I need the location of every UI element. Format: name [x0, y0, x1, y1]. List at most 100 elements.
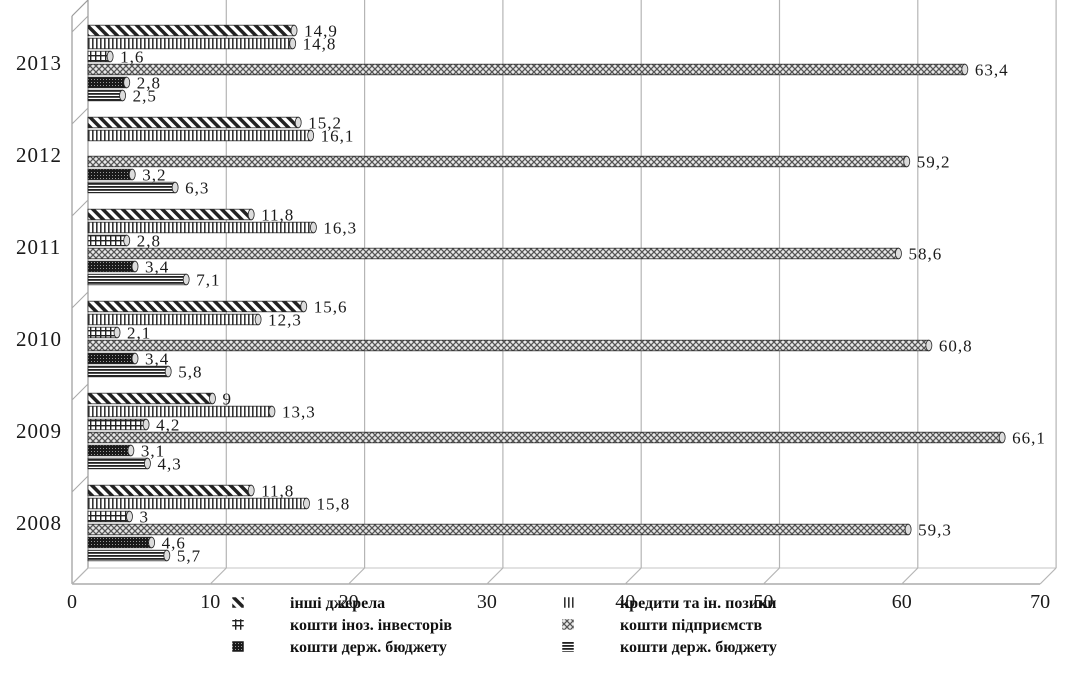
category-separator [71, 199, 89, 217]
value-label-s_budget_b-2013: 2,8 [137, 74, 161, 93]
left-wall-top [71, 0, 89, 17]
x-tick-label: 30 [477, 591, 497, 613]
legend-label-s_enterprises: кошти підприємств [620, 617, 762, 634]
value-label-s_foreign-2010: 2,1 [127, 324, 151, 343]
value-label-s_enterprises-2011: 58,6 [908, 245, 942, 264]
category-labels: 2008 2009 2010 2011 2012 2013 [16, 51, 62, 535]
value-label-s_other-2011: 11,8 [261, 206, 294, 225]
bar-cap-s_enterprises-2011 [895, 247, 902, 260]
category-label-2011: 2011 [16, 235, 61, 259]
value-label-s_budget_a-2012: 6,3 [185, 179, 209, 198]
bar-cap-s_enterprises-2012 [903, 155, 911, 168]
bar-s_foreign-2011 [87, 234, 128, 247]
bars [87, 24, 1006, 562]
bar-s_budget_a-2009 [87, 457, 148, 470]
category-label-2013: 2013 [16, 51, 62, 75]
bar-cap-s_credits-2013 [289, 37, 297, 50]
bar-s_budget_b-2013 [87, 76, 128, 89]
value-label-s_enterprises-2010: 60,8 [939, 337, 973, 356]
value-label-s_other-2013: 14,9 [304, 22, 338, 41]
bar-cap-s_other-2012 [294, 116, 302, 129]
bar-cap-s_budget_a-2012 [171, 181, 179, 194]
value-label-s_other-2009: 9 [222, 390, 232, 409]
bar-cap-s_credits-2011 [310, 221, 317, 234]
floor-gridline [1039, 567, 1057, 585]
category-label-2010: 2010 [16, 327, 62, 351]
floor-gridline [209, 567, 227, 585]
floor-gridline [763, 567, 780, 585]
bar-cap-s_budget_b-2009 [127, 444, 135, 457]
value-label-s_enterprises-2009: 66,1 [1012, 429, 1046, 448]
bar-cap-s_enterprises-2009 [998, 431, 1006, 444]
bar-cap-s_foreign-2013 [106, 50, 114, 63]
floor-gridline [624, 567, 642, 585]
legend-swatch-s_budget_b [231, 640, 245, 653]
value-label-s_budget_a-2011: 7,1 [196, 271, 220, 290]
value-label-s_budget_b-2009: 3,1 [141, 442, 165, 461]
category-separator [71, 291, 89, 309]
bar-cap-s_other-2013 [290, 24, 298, 37]
bar-s_budget_b-2010 [87, 352, 136, 365]
value-label-s_enterprises-2013: 63,4 [975, 61, 1009, 80]
value-label-s_other-2012: 15,2 [308, 114, 342, 133]
category-separator [71, 475, 89, 493]
x-tick-labels: 0 10 20 30 40 50 60 70 [67, 591, 1050, 613]
value-label-s_credits-2008: 15,8 [317, 495, 351, 514]
value-label-s_credits-2010: 12,3 [268, 311, 302, 330]
bar-cap-s_other-2008 [247, 484, 255, 497]
bar-cap-s_foreign-2011 [123, 234, 131, 247]
legend-swatch-s_budget_a [561, 640, 575, 653]
bar-cap-s_foreign-2008 [126, 510, 133, 523]
value-label-s_budget_a-2009: 4,3 [157, 455, 181, 474]
category-separator [71, 107, 89, 125]
value-label-s_credits-2011: 16,3 [323, 219, 357, 238]
bar-cap-s_credits-2009 [268, 405, 276, 418]
bar-s_foreign-2008 [87, 510, 130, 523]
bar-s_budget_b-2012 [87, 168, 133, 181]
bar-s_enterprises-2009 [87, 431, 1003, 444]
bar-s_budget_b-2011 [87, 260, 136, 273]
value-label-s_budget_b-2008: 4,6 [162, 534, 186, 553]
x-tick-label: 20 [339, 591, 359, 613]
x-tick-label: 70 [1030, 591, 1050, 613]
legend-label-s_budget_b: кошти держ. бюджету [290, 639, 447, 656]
bar-s_budget_a-2013 [87, 89, 123, 102]
bar-cap-s_other-2010 [300, 300, 308, 313]
x-tick-label: 10 [200, 591, 220, 613]
bar-s_enterprises-2013 [87, 63, 966, 76]
category-label-2009: 2009 [16, 419, 62, 443]
bar-cap-s_other-2009 [209, 392, 216, 405]
value-label-s_credits-2009: 13,3 [282, 403, 316, 422]
value-label-s_budget_a-2010: 5,8 [178, 363, 202, 382]
bar-s_enterprises-2012 [87, 155, 908, 168]
value-label-s_budget_a-2013: 2,5 [133, 87, 157, 106]
value-label-s_foreign-2008: 3 [139, 508, 149, 527]
legend-swatch-s_enterprises [561, 618, 575, 631]
bar-s_budget_b-2009 [87, 444, 132, 457]
bar-cap-s_foreign-2009 [142, 418, 150, 431]
bar-cap-s_budget_b-2011 [131, 260, 139, 273]
x-tick-label: 50 [754, 591, 774, 613]
legend-label-s_budget_a: кошти держ. бюджету [620, 639, 777, 656]
category-separator [71, 15, 89, 33]
bar-s_credits-2013 [87, 37, 294, 50]
gridlines [71, 0, 1057, 585]
x-tick-label: 60 [892, 591, 912, 613]
bar-cap-s_budget_a-2013 [119, 89, 126, 102]
value-label-s_credits-2013: 14,8 [303, 35, 337, 54]
bar-s_budget_a-2011 [87, 273, 187, 286]
value-label-s_credits-2012: 16,1 [321, 127, 355, 146]
floor-gridline [486, 567, 504, 585]
legend-swatch-s_credits [561, 596, 575, 609]
x-tick-label: 40 [615, 591, 635, 613]
chart-walls [71, 0, 1057, 585]
bar-s_other-2011 [87, 208, 252, 221]
value-label-s_budget_a-2008: 5,7 [177, 547, 201, 566]
legend-swatch-s_foreign [231, 618, 245, 631]
value-label-s_foreign-2011: 2,8 [137, 232, 161, 251]
value-label-s_other-2010: 15,6 [314, 298, 348, 317]
bar-s_other-2008 [87, 484, 252, 497]
x-tick-label: 0 [67, 591, 77, 613]
bar-s_enterprises-2008 [87, 523, 909, 536]
